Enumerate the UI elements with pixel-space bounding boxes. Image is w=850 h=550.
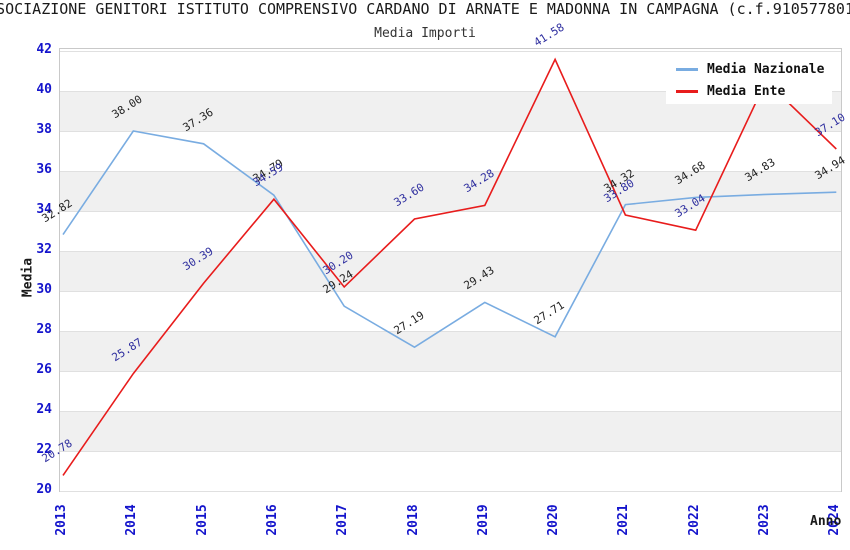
- gridline: [60, 491, 841, 492]
- x-tick-label: 2016: [264, 504, 280, 536]
- y-tick-label: 34: [36, 202, 52, 217]
- chart-title-wrap: ASSOCIAZIONE GENITORI ISTITUTO COMPRENSI…: [0, 0, 850, 20]
- y-axis-title: Media: [20, 257, 36, 298]
- gridline: [60, 51, 841, 52]
- gridline: [60, 291, 841, 292]
- gridline: [60, 411, 841, 412]
- legend-item-media-nazionale: Media Nazionale: [676, 62, 832, 78]
- y-tick-label: 32: [36, 242, 52, 257]
- background-stripe: [60, 411, 841, 451]
- x-tick-label: 2020: [546, 504, 562, 536]
- background-stripe: [60, 251, 841, 291]
- y-tick-label: 26: [36, 362, 52, 377]
- y-tick-label: 30: [36, 282, 52, 297]
- legend: Media Nazionale Media Ente: [666, 57, 832, 104]
- y-tick-label: 40: [36, 82, 52, 97]
- x-tick-label: 2018: [405, 504, 421, 536]
- gridline: [60, 91, 841, 92]
- gridline: [60, 371, 841, 372]
- x-tick-label: 2021: [616, 504, 632, 536]
- y-tick-label: 42: [36, 42, 52, 57]
- chart-title: ASSOCIAZIONE GENITORI ISTITUTO COMPRENSI…: [0, 0, 850, 18]
- x-tick-label: 2015: [194, 504, 210, 536]
- series-line-media-ente: [62, 57, 837, 476]
- legend-label-ente: Media Ente: [707, 83, 786, 99]
- legend-item-media-ente: Media Ente: [676, 83, 832, 99]
- plot-area: [59, 48, 842, 492]
- x-tick-label: 2017: [335, 504, 351, 536]
- gridline: [60, 451, 841, 452]
- gridline: [60, 171, 841, 172]
- x-tick-label: 2019: [475, 504, 491, 536]
- legend-line-sample-nazionale: [676, 68, 698, 72]
- chart-subtitle: Media Importi: [374, 26, 476, 41]
- y-tick-label: 38: [36, 122, 52, 137]
- gridline: [60, 331, 841, 332]
- x-tick-label: 2013: [54, 504, 69, 536]
- series-lines: [62, 57, 837, 476]
- background-stripe: [60, 331, 841, 371]
- y-tick-label: 22: [36, 442, 52, 457]
- x-axis-title: Anno: [810, 514, 842, 529]
- x-tick-label: 2014: [124, 504, 140, 536]
- background-stripe: [60, 171, 841, 211]
- x-tick-label: 2023: [757, 504, 772, 536]
- y-tick-label: 20: [36, 482, 52, 497]
- legend-label-nazionale: Media Nazionale: [707, 62, 825, 78]
- y-tick-label: 36: [36, 162, 52, 177]
- series-line-media-nazionale: [62, 130, 837, 349]
- gridline: [60, 251, 841, 252]
- gridline: [60, 131, 841, 132]
- legend-line-sample-ente: [676, 89, 698, 93]
- x-tick-label: 2022: [686, 504, 702, 536]
- y-tick-label: 28: [36, 322, 52, 337]
- y-tick-label: 24: [36, 402, 52, 417]
